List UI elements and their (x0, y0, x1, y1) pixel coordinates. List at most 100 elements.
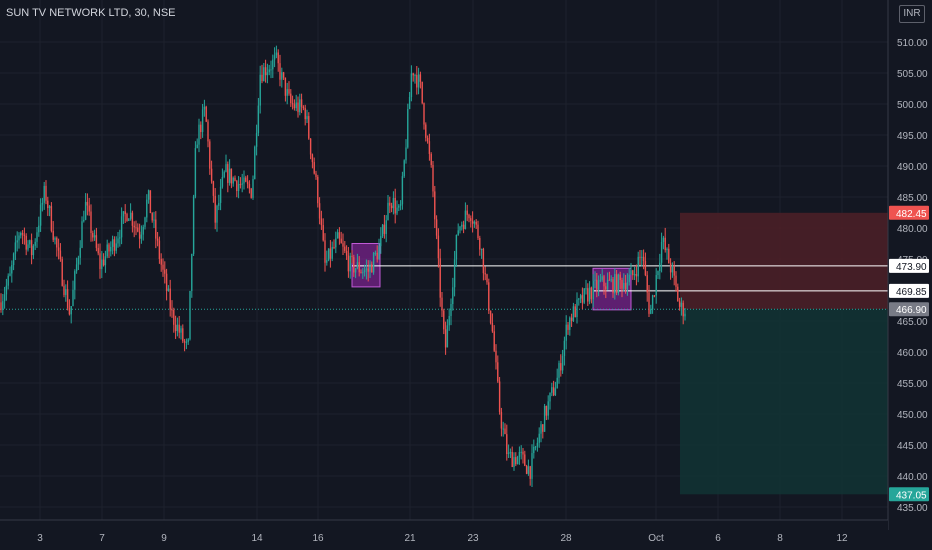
candle-body (56, 237, 58, 248)
y-tick-label: 485.00 (897, 193, 928, 204)
candle-body (655, 275, 657, 296)
candle-body (466, 210, 468, 215)
candle-body (273, 55, 276, 60)
currency-badge[interactable]: INR (899, 5, 925, 23)
candle-body (164, 269, 166, 274)
candle-body (279, 63, 281, 80)
x-tick-label: 28 (560, 533, 572, 544)
candle-body (644, 261, 647, 276)
y-tick-label: 495.00 (897, 131, 928, 142)
candle-body (450, 304, 452, 316)
candle-body (668, 248, 670, 264)
candle-body (81, 221, 83, 248)
candle-body (405, 147, 407, 161)
candle-body (304, 108, 306, 120)
candle-body (173, 310, 175, 325)
candle-body (383, 224, 386, 234)
candle-body (290, 93, 292, 104)
x-tick-label: 14 (251, 533, 263, 544)
candle-body (297, 102, 299, 113)
candle-body (500, 411, 503, 429)
candle-body (335, 238, 337, 248)
price-label-text: 482.45 (896, 209, 927, 220)
candle-body (531, 453, 533, 479)
candle-body (360, 272, 362, 274)
candle-body (90, 211, 92, 233)
candle-body (408, 96, 411, 110)
candle-body (401, 176, 404, 205)
candle-body (464, 210, 467, 229)
candle-body (669, 263, 672, 273)
candle-body (619, 274, 621, 280)
candle-body (266, 72, 269, 76)
candle-body (34, 241, 36, 246)
candle-body (498, 381, 501, 412)
candle-body (506, 434, 508, 454)
price-label-text: 473.90 (896, 262, 927, 273)
candle-body (543, 405, 546, 432)
candle-body (171, 309, 173, 311)
candle-body (522, 451, 524, 455)
candle-body (488, 282, 490, 311)
candle-body (441, 297, 443, 311)
candle-body (137, 227, 139, 232)
candle-body (236, 180, 238, 191)
x-tick-label: 8 (777, 533, 783, 544)
candle-body (592, 280, 594, 300)
candle-body (504, 428, 506, 435)
x-tick-label: 9 (161, 533, 167, 544)
candle-body (272, 59, 274, 70)
candle-body (552, 387, 555, 396)
candle-body (374, 252, 377, 254)
candle-body (23, 234, 26, 236)
candle-body (612, 279, 614, 294)
candle-body (331, 247, 333, 259)
candle-body (635, 274, 638, 277)
candle-body (513, 457, 515, 468)
candle-body (14, 242, 17, 254)
candle-body (417, 74, 420, 88)
price-label-badge (889, 283, 929, 298)
candle-body (367, 268, 369, 272)
candle-body (439, 258, 441, 298)
candle-body (120, 216, 123, 238)
candle-body (659, 262, 661, 272)
candle-body (621, 279, 623, 289)
candle-body (615, 274, 618, 294)
candle-body (583, 288, 585, 303)
candle-body (250, 188, 252, 198)
candle-body (288, 89, 290, 94)
candle-body (632, 270, 634, 276)
candle-body (461, 224, 463, 227)
candle-body (596, 279, 598, 290)
candle-body (245, 177, 247, 182)
candle-body (108, 244, 110, 252)
candle-body (104, 256, 107, 266)
candle-body (12, 253, 15, 266)
stop-loss-zone (680, 212, 888, 310)
candle-body (95, 235, 98, 248)
candle-body (68, 308, 71, 315)
candle-body (128, 218, 130, 221)
x-tick-label: 12 (836, 533, 848, 544)
candle-body (29, 240, 31, 245)
candle-body (556, 377, 558, 389)
candle-body (452, 287, 454, 305)
candle-body (486, 274, 488, 283)
chart-title: SUN TV NETWORK LTD, 30, NSE (6, 7, 176, 19)
candle-body (57, 247, 60, 251)
candle-body (232, 177, 234, 184)
candle-body (155, 219, 157, 239)
candle-body (205, 106, 207, 122)
candle-body (106, 244, 108, 257)
candle-body (309, 138, 312, 155)
candle-body (581, 295, 584, 303)
candle-body (529, 466, 531, 479)
candle-body (156, 238, 159, 241)
candle-body (558, 363, 560, 378)
candle-body (185, 341, 188, 343)
candle-body (36, 232, 38, 242)
candle-body (151, 213, 153, 221)
candle-body (666, 248, 668, 251)
